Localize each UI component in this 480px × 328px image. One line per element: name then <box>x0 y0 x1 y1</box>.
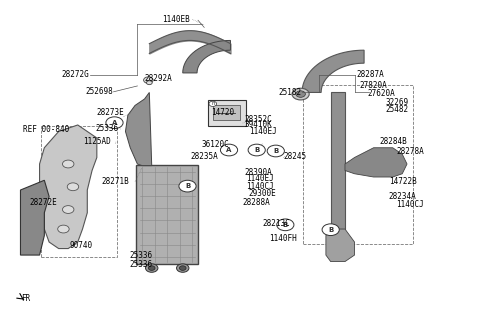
Text: 1125AD: 1125AD <box>84 137 111 146</box>
Circle shape <box>145 264 158 272</box>
Text: A: A <box>112 120 117 126</box>
Circle shape <box>106 117 123 129</box>
Text: 28245: 28245 <box>284 152 307 161</box>
Text: FR: FR <box>22 295 31 303</box>
Circle shape <box>180 266 186 270</box>
Circle shape <box>177 264 189 272</box>
Circle shape <box>62 160 74 168</box>
Text: 28272G: 28272G <box>62 70 90 79</box>
Text: A: A <box>227 147 232 153</box>
Text: 36120C: 36120C <box>201 140 229 149</box>
Text: 27620A: 27620A <box>368 89 396 98</box>
Polygon shape <box>183 40 230 73</box>
Text: 14720: 14720 <box>211 108 235 117</box>
Text: B: B <box>283 222 288 228</box>
Circle shape <box>292 88 309 100</box>
Circle shape <box>296 91 305 97</box>
Text: n: n <box>211 101 215 106</box>
Text: 1140EJ: 1140EJ <box>246 174 274 183</box>
Polygon shape <box>39 125 97 249</box>
Text: 25182: 25182 <box>279 88 302 97</box>
Text: 28271B: 28271B <box>101 177 129 186</box>
Circle shape <box>144 77 153 83</box>
Text: 28278A: 28278A <box>396 147 424 156</box>
Text: B: B <box>185 183 190 189</box>
Text: REF 00-840: REF 00-840 <box>24 125 70 134</box>
Text: 28273E: 28273E <box>97 108 124 117</box>
Circle shape <box>267 145 284 157</box>
FancyBboxPatch shape <box>213 105 240 120</box>
Circle shape <box>67 183 79 191</box>
Text: 25482: 25482 <box>385 105 408 114</box>
Text: 28284B: 28284B <box>380 137 408 146</box>
Text: 28292A: 28292A <box>144 74 172 83</box>
Text: B: B <box>254 147 259 153</box>
Circle shape <box>248 144 265 156</box>
Circle shape <box>148 266 155 270</box>
FancyBboxPatch shape <box>136 165 198 264</box>
Text: 1140CJ: 1140CJ <box>246 182 274 191</box>
Text: 28288A: 28288A <box>242 198 270 207</box>
Polygon shape <box>21 180 49 255</box>
Text: 25336: 25336 <box>129 251 153 260</box>
Text: 28272E: 28272E <box>29 198 57 207</box>
Polygon shape <box>125 92 152 166</box>
Circle shape <box>322 224 339 236</box>
Polygon shape <box>302 50 364 92</box>
Text: 28235A: 28235A <box>191 152 218 161</box>
Text: 27820A: 27820A <box>360 81 387 91</box>
Circle shape <box>146 81 152 85</box>
Text: 14722B: 14722B <box>389 177 417 186</box>
Text: 1140EB: 1140EB <box>162 15 190 24</box>
FancyBboxPatch shape <box>207 100 246 126</box>
Text: 252698: 252698 <box>86 87 114 96</box>
Text: 25336: 25336 <box>129 260 153 269</box>
Text: B: B <box>328 227 333 233</box>
Text: 1140FH: 1140FH <box>270 234 297 243</box>
Text: 1140EJ: 1140EJ <box>250 127 277 136</box>
Text: 28213C: 28213C <box>263 219 290 228</box>
Text: 39410K: 39410K <box>245 120 273 130</box>
Text: 32269: 32269 <box>385 98 408 107</box>
Polygon shape <box>331 92 345 229</box>
Polygon shape <box>326 229 355 261</box>
Text: 28287A: 28287A <box>357 70 384 79</box>
Polygon shape <box>345 148 407 177</box>
Text: 90740: 90740 <box>70 241 93 251</box>
Circle shape <box>179 180 196 192</box>
Text: 29300E: 29300E <box>248 190 276 198</box>
Text: 28390A: 28390A <box>245 168 273 177</box>
Text: B: B <box>273 148 278 154</box>
Circle shape <box>220 144 238 156</box>
Circle shape <box>209 101 216 106</box>
Circle shape <box>62 206 74 214</box>
Text: 28352C: 28352C <box>245 114 273 124</box>
Text: 25336: 25336 <box>95 124 118 133</box>
Circle shape <box>58 225 69 233</box>
Circle shape <box>277 219 294 231</box>
Text: 1140CJ: 1140CJ <box>396 200 424 209</box>
Text: 28234A: 28234A <box>389 192 417 201</box>
